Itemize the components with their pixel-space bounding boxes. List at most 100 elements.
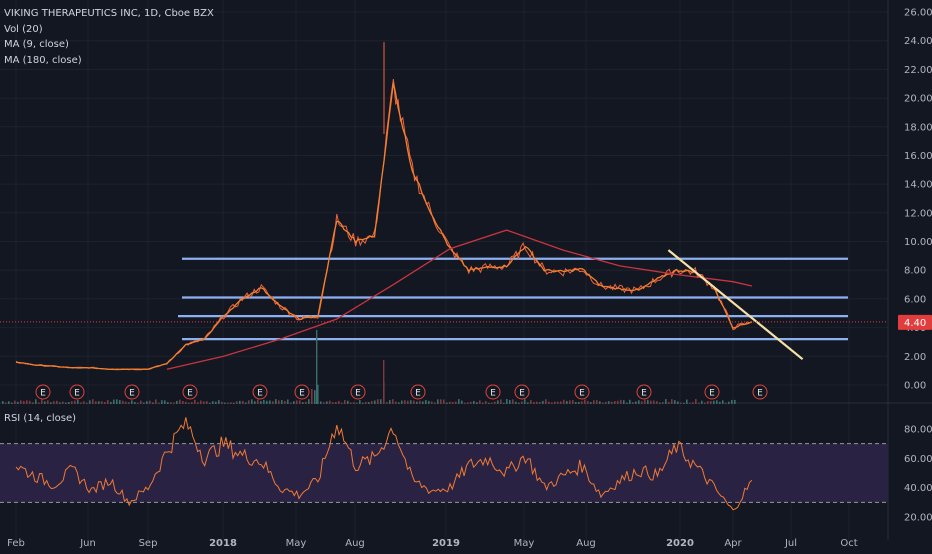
volume-bar: [290, 402, 292, 404]
y-tick-label-7: 12.00: [904, 208, 932, 219]
y-tick-label-0: 26.00: [904, 8, 932, 19]
rsi-line: [15, 417, 753, 511]
volume-bar: [65, 402, 67, 404]
volume-bar: [35, 399, 37, 404]
earnings-marker-0: E: [35, 384, 51, 400]
legend-volume[interactable]: Vol (20): [4, 23, 43, 35]
volume-bar: [587, 401, 589, 404]
rsi-tick-label-1: 60.00: [904, 454, 932, 465]
volume-bar: [509, 399, 511, 404]
volume-bar: [500, 399, 502, 404]
volume-spike: [316, 330, 318, 404]
volume-bar: [641, 401, 643, 404]
legend-symbol[interactable]: VIKING THERAPEUTICS INC, 1D, Cboe BZX: [4, 8, 214, 19]
volume-bar: [464, 402, 466, 404]
earnings-circle: [704, 384, 720, 400]
volume-bar: [191, 402, 193, 404]
volume-bar: [689, 402, 691, 404]
y-tick-label-8: 10.00: [904, 237, 932, 248]
earnings-label: E: [299, 389, 305, 399]
volume-bar: [620, 399, 622, 404]
volume-bar: [149, 400, 151, 404]
volume-bar: [182, 401, 184, 404]
volume-bar: [701, 400, 703, 404]
y-tick-label-10: 6.00: [904, 294, 926, 305]
volume-bar: [263, 399, 265, 404]
volume-bar: [29, 400, 31, 404]
volume-bar: [206, 401, 208, 404]
volume-bar: [320, 401, 322, 404]
volume-bar: [44, 401, 46, 404]
support-lines: [178, 257, 848, 341]
volume-bar: [17, 401, 19, 404]
earnings-marker-2: E: [124, 384, 140, 400]
volume-bar: [356, 402, 358, 404]
volume-bar: [239, 400, 241, 404]
volume-bar: [146, 401, 148, 404]
volume-bar: [362, 402, 364, 404]
earnings-circle: [410, 384, 426, 400]
volume-bar: [680, 402, 682, 404]
volume-bar: [437, 399, 439, 404]
earnings-label: E: [187, 389, 193, 399]
volume-bar: [476, 402, 478, 404]
volume-bar: [653, 400, 655, 404]
volume-bar: [302, 402, 304, 404]
volume-bar: [242, 400, 244, 404]
volume-bar: [188, 402, 190, 404]
volume-bar: [734, 399, 736, 404]
volume-bar: [338, 400, 340, 404]
earnings-circle: [636, 384, 652, 400]
volume-bar: [308, 399, 310, 404]
volume-bar: [449, 401, 451, 404]
volume-bar: [662, 402, 664, 404]
volume-bar: [272, 401, 274, 404]
volume-bar: [68, 402, 70, 404]
volume-bar: [203, 401, 205, 404]
volume-bar: [218, 400, 220, 404]
earnings-marker-7: E: [410, 384, 426, 400]
volume-bar: [161, 400, 163, 404]
volume-bar: [107, 400, 109, 404]
volume-bar: [728, 401, 730, 404]
volume-bar: [623, 400, 625, 404]
volume-bar: [590, 402, 592, 404]
volume-bar: [86, 402, 88, 404]
volume-bar: [143, 402, 145, 404]
earnings-label: E: [579, 389, 585, 399]
volume-bar: [725, 402, 727, 404]
volume-bar: [350, 402, 352, 404]
volume-bar: [275, 399, 277, 404]
volume-bar: [53, 401, 55, 404]
y-tick-label-9: 8.00: [904, 266, 926, 277]
volume-bar: [656, 401, 658, 404]
volume-bar: [11, 402, 13, 404]
volume-bar: [326, 401, 328, 404]
legend-ma9[interactable]: MA (9, close): [4, 39, 69, 50]
y-tick-label-5: 16.00: [904, 151, 932, 162]
earnings-circle: [69, 384, 85, 400]
rsi-legend[interactable]: RSI (14, close): [4, 413, 77, 424]
volume-bar: [668, 402, 670, 404]
volume-bar: [299, 400, 301, 404]
volume-bar: [407, 400, 409, 404]
volume-bar: [269, 400, 271, 404]
volume-bar: [581, 401, 583, 404]
volume-bar: [440, 399, 442, 404]
legend-ma180[interactable]: MA (180, close): [4, 54, 82, 66]
volume-bar: [692, 402, 694, 404]
rsi-tick-label-0: 80.00: [904, 425, 932, 436]
volume-bar: [443, 399, 445, 404]
volume-bar: [212, 401, 214, 404]
volume-bar: [260, 401, 262, 404]
volume-bar: [278, 400, 280, 404]
volume-bar: [716, 400, 718, 404]
volume-bar: [473, 400, 475, 404]
volume-bar: [257, 399, 259, 404]
volume-bar: [245, 402, 247, 404]
volume-bar: [485, 401, 487, 404]
volume-bar: [713, 400, 715, 404]
volume-bar: [89, 400, 91, 404]
